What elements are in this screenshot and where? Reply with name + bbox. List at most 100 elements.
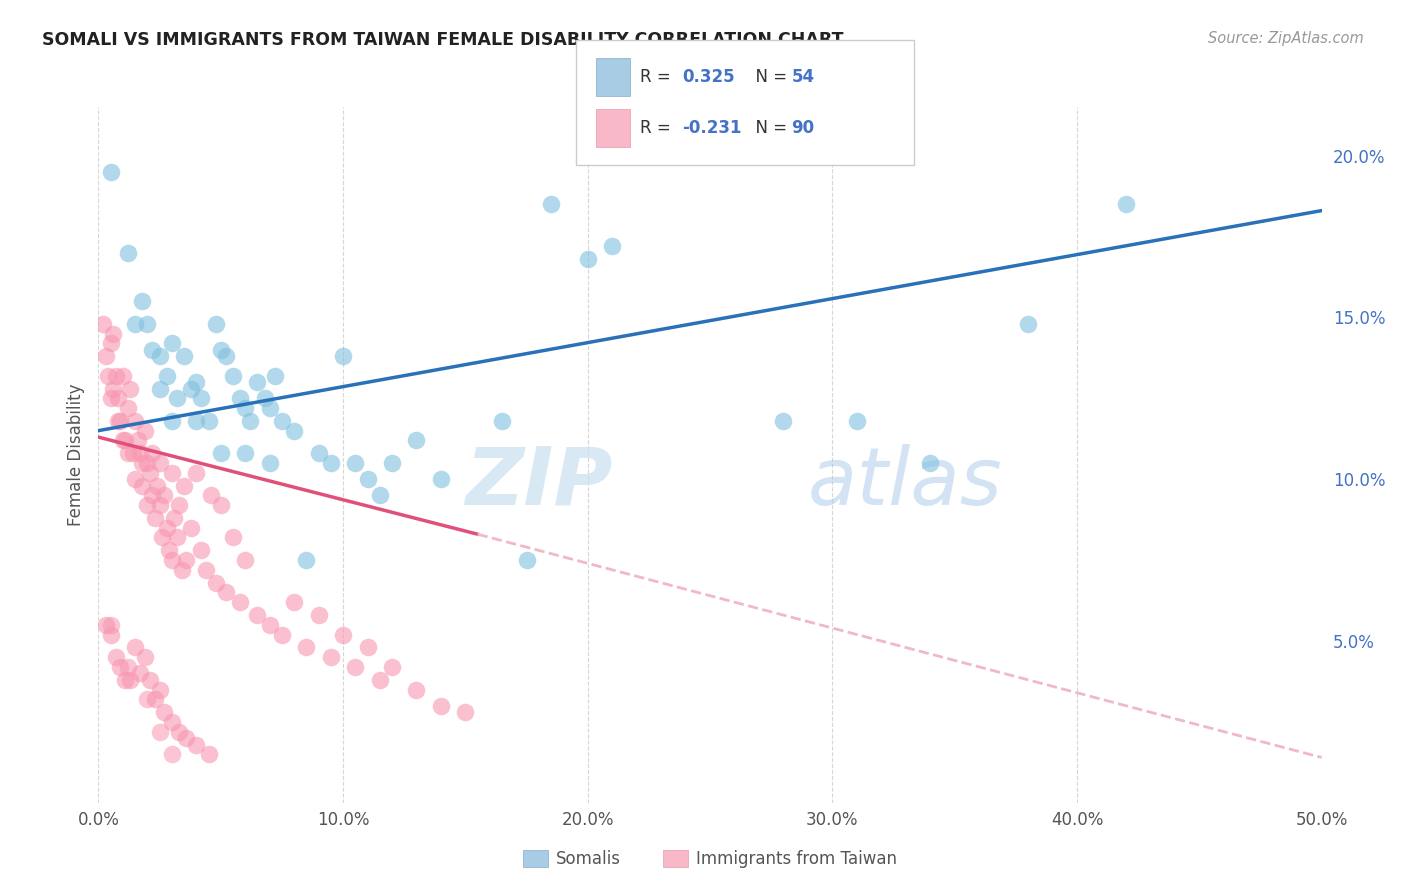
Point (136, 498, 159, 512)
Point (131, 478, 153, 492)
Point (491, 414, 513, 428)
Point (173, 349, 195, 363)
Point (107, 392, 129, 406)
Point (195, 563, 218, 577)
Legend: Somalis, Immigrants from Taiwan: Somalis, Immigrants from Taiwan (516, 843, 904, 874)
Point (186, 466, 208, 480)
Point (101, 326, 124, 341)
Point (214, 585, 236, 599)
Point (139, 673, 162, 687)
Point (214, 349, 236, 363)
Point (259, 617, 281, 632)
Text: -0.231: -0.231 (682, 120, 741, 137)
Text: N =: N = (745, 68, 793, 86)
Point (344, 456, 367, 470)
Point (405, 434, 427, 448)
Point (117, 446, 139, 460)
Point (117, 660, 139, 674)
Point (229, 392, 252, 406)
Point (111, 368, 134, 383)
Point (190, 543, 212, 558)
Point (430, 472, 453, 486)
Point (356, 472, 378, 486)
Point (149, 724, 172, 739)
Point (160, 414, 183, 428)
Point (149, 382, 172, 396)
Point (233, 553, 256, 567)
Point (246, 608, 269, 623)
Text: 0.325: 0.325 (682, 68, 734, 86)
Point (114, 673, 136, 687)
Point (167, 498, 190, 512)
Point (319, 456, 342, 470)
Point (259, 401, 281, 415)
Point (540, 197, 562, 211)
Point (157, 543, 180, 558)
Point (186, 414, 208, 428)
Y-axis label: Female Disability: Female Disability (66, 384, 84, 526)
Point (270, 627, 294, 641)
Point (515, 553, 537, 567)
Point (136, 317, 159, 331)
Point (454, 705, 477, 719)
Point (110, 414, 132, 428)
Point (1017, 317, 1039, 331)
Point (117, 245, 139, 260)
Point (160, 553, 183, 567)
Text: R =: R = (640, 120, 676, 137)
Point (129, 666, 152, 681)
Point (153, 488, 176, 502)
Point (246, 375, 269, 389)
Text: ZIP: ZIP (465, 443, 612, 522)
Text: N =: N = (745, 120, 793, 137)
Point (149, 349, 172, 363)
Point (107, 414, 129, 428)
Point (253, 392, 276, 406)
Point (100, 617, 122, 632)
Point (100, 392, 122, 406)
Point (100, 336, 122, 351)
Point (332, 627, 354, 641)
Point (127, 434, 149, 448)
Point (149, 456, 172, 470)
Point (332, 349, 354, 363)
Text: atlas: atlas (808, 443, 1002, 522)
Point (141, 343, 163, 357)
Point (173, 478, 195, 492)
Point (100, 165, 122, 179)
Point (233, 446, 256, 460)
Point (356, 640, 378, 655)
Point (110, 660, 132, 674)
Point (139, 466, 162, 480)
Point (146, 478, 169, 492)
Point (134, 650, 156, 665)
Point (156, 368, 179, 383)
Point (222, 368, 245, 383)
Point (91, 317, 114, 331)
Point (259, 456, 281, 470)
Point (283, 595, 305, 609)
Point (190, 392, 212, 406)
Point (368, 673, 391, 687)
Point (114, 434, 136, 448)
Text: SOMALI VS IMMIGRANTS FROM TAIWAN FEMALE DISABILITY CORRELATION CHART: SOMALI VS IMMIGRANTS FROM TAIWAN FEMALE … (42, 31, 844, 49)
Point (222, 531, 245, 545)
Point (121, 446, 143, 460)
Point (209, 343, 232, 357)
Point (845, 414, 868, 428)
Point (124, 414, 146, 428)
Point (101, 382, 124, 396)
Point (141, 446, 163, 460)
Point (308, 608, 330, 623)
Point (124, 317, 146, 331)
Point (160, 747, 183, 762)
Point (197, 414, 219, 428)
Point (94, 617, 117, 632)
Point (117, 401, 139, 415)
Point (381, 456, 404, 470)
Text: 54: 54 (792, 68, 814, 86)
Point (131, 456, 153, 470)
Text: 90: 90 (792, 120, 814, 137)
Point (94, 349, 117, 363)
Point (319, 650, 342, 665)
